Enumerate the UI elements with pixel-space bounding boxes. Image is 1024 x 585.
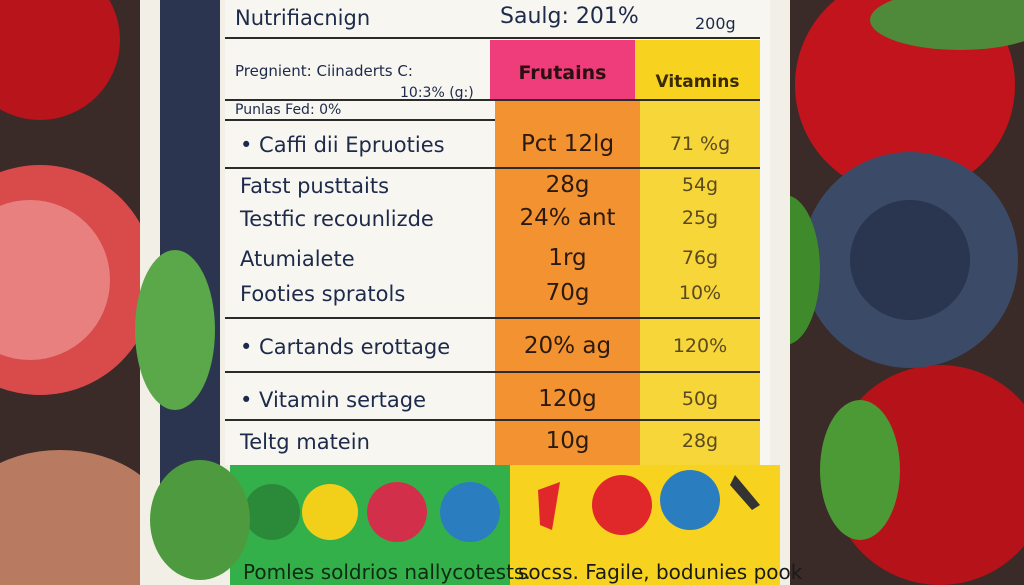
serving: Saulg: 201%: [500, 4, 639, 29]
yellow-column: [640, 100, 760, 465]
vitamin-value: 50g: [681, 388, 719, 410]
row-name: • Cartands erottage: [240, 335, 451, 359]
note-value: 10:3% (g:): [400, 85, 474, 101]
subtitle: Pregnient: Ciinaderts C:: [235, 62, 413, 80]
header-pink: [490, 40, 635, 100]
orange-column: [495, 100, 640, 465]
fruit: [0, 450, 170, 585]
icon: [367, 482, 427, 542]
fruit-value: 70g: [545, 280, 590, 306]
leaf: [820, 400, 900, 540]
footer-text: Pomles soldrios nallycotests.: [243, 560, 531, 584]
row-name: Footies spratols: [240, 282, 406, 306]
fruit-value: 28g: [545, 172, 590, 198]
weight: 200g: [695, 14, 736, 33]
vitamin-value: 71 %g: [669, 133, 731, 155]
leaf: [135, 250, 215, 410]
column-header: Vitamins: [655, 72, 740, 92]
blueberry-center: [850, 200, 970, 320]
fruit-value: Pct 12lg: [520, 131, 615, 157]
vitamin-value: 54g: [681, 174, 719, 196]
tomato-flesh: [0, 200, 110, 360]
column-header: Frutains: [518, 62, 607, 84]
fruit-value: 10g: [545, 428, 590, 454]
strawberry: [0, 0, 120, 120]
footer-text: socss. Fagile, bodunies pook: [518, 560, 803, 584]
fruit-value: 20% ag: [523, 333, 612, 359]
icon: [592, 475, 652, 535]
vitamin-value: 25g: [681, 207, 719, 229]
icon: [538, 482, 560, 530]
title: Nutrifiacnign: [235, 6, 371, 30]
fruit-value: 24% ant: [519, 205, 616, 231]
vitamin-value: 28g: [681, 430, 719, 452]
note: Punlas Fed: 0%: [235, 102, 342, 118]
icon: [440, 482, 500, 542]
vertical-strip: [160, 0, 220, 490]
fruit-value: 1rg: [548, 245, 587, 271]
fruit-value: 120g: [538, 386, 597, 412]
vitamin-value: 10%: [678, 282, 722, 304]
vitamin-value: 76g: [681, 247, 719, 269]
icon: [302, 484, 358, 540]
header-yellow: [635, 40, 760, 100]
vitamin-value: 120%: [672, 335, 728, 357]
leaf: [870, 0, 1024, 50]
row-name: Teltg matein: [240, 430, 370, 454]
icon: [244, 484, 300, 540]
row-name: • Vitamin sertage: [240, 388, 427, 412]
leaf: [150, 460, 250, 580]
row-name: • Caffi dii Epruoties: [240, 133, 445, 157]
icon: [660, 470, 720, 530]
row-name: Atumialete: [240, 247, 355, 271]
rules: [225, 37, 760, 421]
row-name: Fatst pusttaits: [240, 174, 390, 198]
row-name: Testfic recounlizde: [240, 207, 434, 231]
icon: [730, 475, 760, 510]
